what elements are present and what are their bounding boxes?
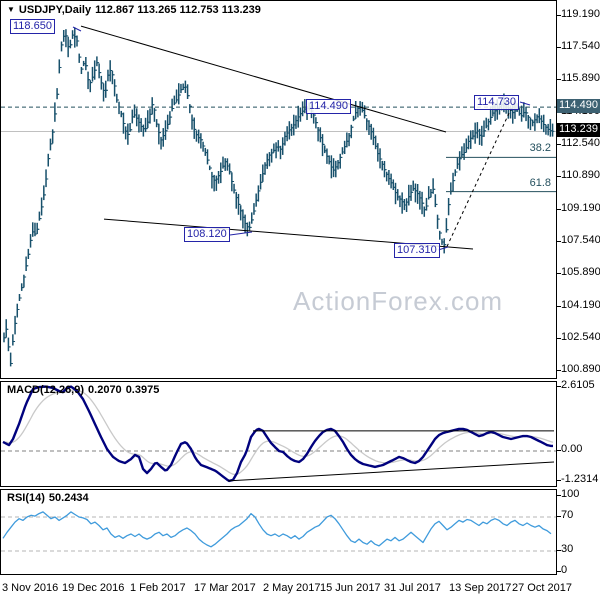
price-annotation-label: 107.310	[394, 243, 440, 258]
price-annotation-label: 114.490	[306, 99, 351, 114]
price-annotation-label: 108.120	[184, 227, 230, 242]
macd-axis-label: 2.6105	[561, 379, 595, 391]
axis-tick	[556, 370, 561, 371]
date-axis-label: 31 Jul 2017	[384, 582, 441, 594]
rsi-title: RSI(14) 50.2434	[7, 492, 93, 504]
price-panel: ActionForex.com ▼ USDJPY,Daily 112.867 113…	[0, 0, 557, 379]
axis-tick	[556, 209, 561, 210]
price-annotation-label: 118.650	[10, 19, 55, 34]
chart-title: ▼ USDJPY,Daily 112.867 113.265 112.753 113…	[7, 4, 265, 16]
macd-value: 0.2070	[88, 384, 122, 396]
axis-tick	[556, 79, 561, 80]
price-axis-label: 110.890	[561, 169, 600, 181]
macd-title: MACD(12,26,9) 0.2070 0.3975	[7, 384, 163, 396]
fib-level-label: 61.8	[529, 177, 551, 189]
date-axis-label: 2 May 2017	[263, 582, 321, 594]
date-axis-label: 27 Oct 2017	[512, 582, 572, 594]
price-chart-canvas[interactable]	[1, 1, 556, 378]
date-axis-label: 19 Dec 2016	[62, 582, 125, 594]
current-price-badge: 113.239	[557, 123, 600, 137]
axis-tick	[556, 338, 561, 339]
axis-tick	[556, 495, 561, 496]
axis-tick	[556, 450, 561, 451]
axis-tick	[556, 241, 561, 242]
price-axis-label: 112.540	[561, 137, 600, 149]
axis-tick	[556, 176, 561, 177]
price-axis-label: 102.540	[561, 331, 600, 343]
axis-tick	[556, 516, 561, 517]
macd-panel: MACD(12,26,9) 0.2070 0.3975	[0, 381, 557, 487]
macd-axis-label: 0.00	[561, 443, 583, 455]
price-axis-label: 105.890	[561, 266, 600, 278]
macd-chart-canvas[interactable]	[1, 382, 556, 486]
macd-axis-label: -1.2314	[561, 473, 599, 485]
rsi-axis-label: 100	[561, 488, 580, 500]
price-axis-label: 107.540	[561, 234, 600, 246]
rsi-value: 50.2434	[48, 492, 89, 504]
axis-tick	[556, 15, 561, 16]
date-axis-label: 15 Jun 2017	[320, 582, 381, 594]
axis-tick	[556, 273, 561, 274]
price-level-badge: 114.490	[557, 99, 600, 113]
axis-tick	[556, 306, 561, 307]
price-annotation-label: 114.730	[474, 95, 519, 110]
date-axis-label: 1 Feb 2017	[130, 582, 186, 594]
date-axis-label: 17 Mar 2017	[194, 582, 256, 594]
price-axis-label: 109.190	[561, 202, 600, 214]
axis-tick	[556, 144, 561, 145]
price-axis-label: 117.540	[561, 40, 600, 52]
watermark: ActionForex.com	[293, 286, 504, 316]
axis-tick	[556, 480, 561, 481]
rsi-panel: RSI(14) 50.2434	[0, 489, 557, 575]
rsi-indicator-label: RSI(14)	[7, 492, 45, 504]
axis-tick	[556, 47, 561, 48]
axis-tick	[556, 550, 561, 551]
symbol-dropdown-icon[interactable]: ▼	[7, 5, 15, 14]
symbol-name: USDJPY,Daily	[18, 4, 92, 16]
axis-tick	[556, 571, 561, 572]
price-axis-label: 119.190	[561, 8, 600, 20]
fib-level-label: 38.2	[529, 142, 551, 154]
rsi-axis-label: 0	[561, 564, 568, 576]
rsi-axis-label: 70	[561, 509, 574, 521]
ohlc-values: 112.867 113.265 112.753 113.239	[95, 4, 261, 16]
macd-indicator-label: MACD(12,26,9)	[7, 384, 85, 396]
axis-tick	[556, 386, 561, 387]
macd-signal-value: 0.3975	[125, 384, 160, 396]
price-axis-label: 115.890	[561, 72, 600, 84]
price-axis-label: 100.890	[561, 363, 600, 375]
rsi-chart-canvas[interactable]	[1, 490, 556, 574]
date-axis-label: 3 Nov 2016	[2, 582, 59, 594]
rsi-axis-label: 30	[561, 543, 574, 555]
price-axis-label: 104.190	[561, 299, 600, 311]
date-axis-label: 13 Sep 2017	[449, 582, 512, 594]
